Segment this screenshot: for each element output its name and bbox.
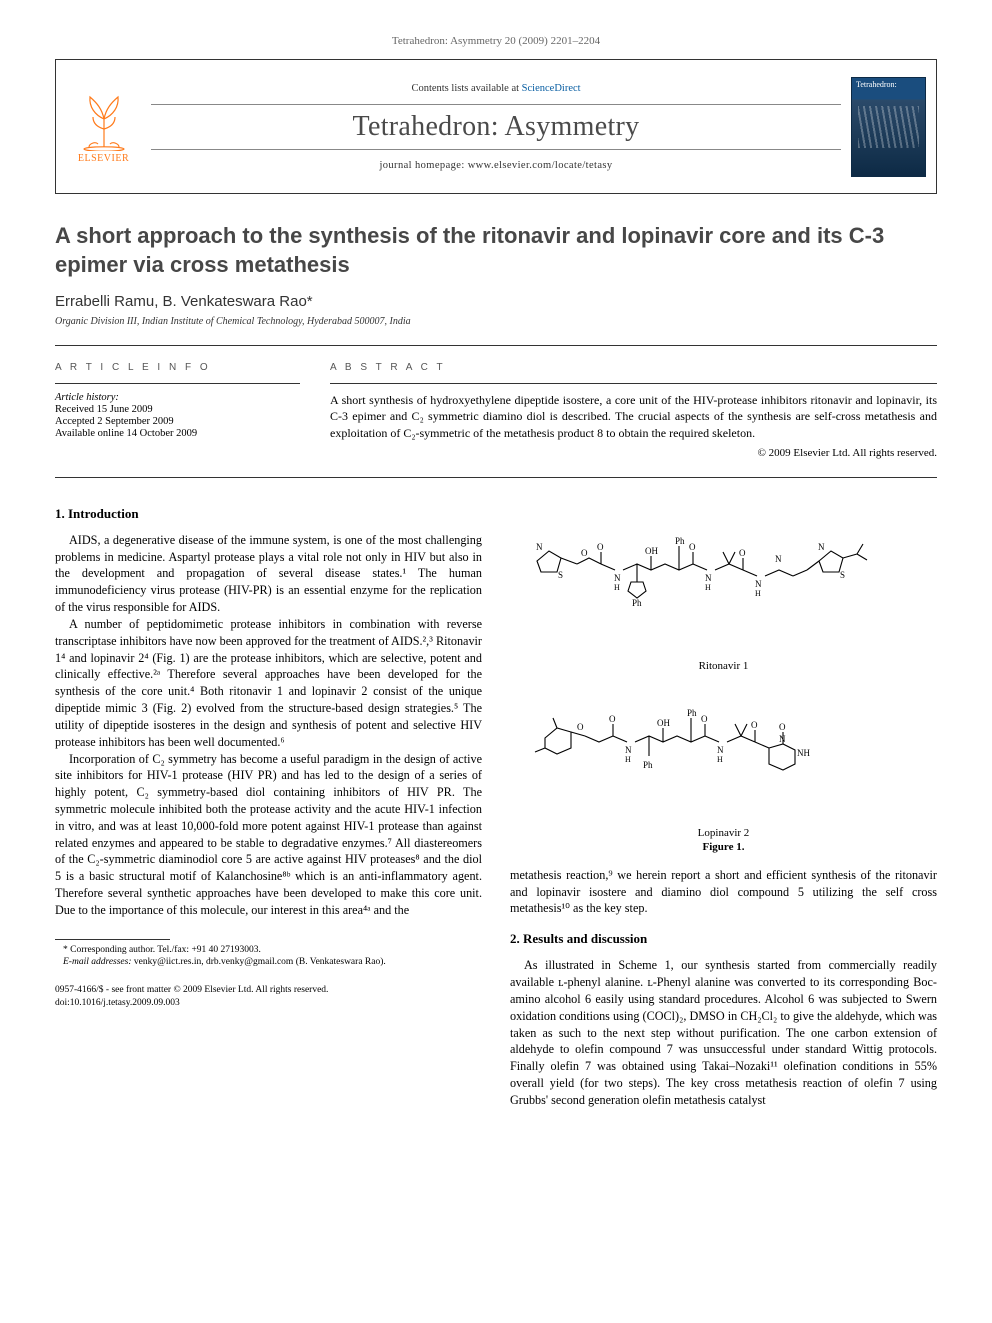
contents-link-line: Contents lists available at ScienceDirec… xyxy=(411,83,580,94)
abstract-label: A B S T R A C T xyxy=(330,362,937,373)
journal-name-divider xyxy=(151,104,841,105)
body-columns: 1. Introduction AIDS, a degenerative dis… xyxy=(55,506,937,1109)
intro-para-2: A number of peptidomimetic protease inhi… xyxy=(55,616,482,751)
ritonavir-structure: N S O O NH OH Ph Ph xyxy=(519,506,929,656)
journal-header-center: Contents lists available at ScienceDirec… xyxy=(151,60,841,193)
svg-text:Ph: Ph xyxy=(675,536,685,546)
journal-cover-block: Tetrahedron: xyxy=(841,60,936,193)
svg-text:N: N xyxy=(536,542,543,552)
article-title: A short approach to the synthesis of the… xyxy=(55,222,937,279)
svg-text:OH: OH xyxy=(657,718,670,728)
journal-cover-text: Tetrahedron: xyxy=(856,80,897,89)
right-column: N S O O NH OH Ph Ph xyxy=(510,506,937,1109)
footnote-email-text: venky@iict.res.in, drb.venky@gmail.com (… xyxy=(132,957,386,967)
header-citation: Tetrahedron: Asymmetry 20 (2009) 2201–22… xyxy=(55,35,937,47)
ritonavir-label: Ritonavir 1 xyxy=(510,660,937,672)
svg-text:O: O xyxy=(689,542,696,552)
svg-text:S: S xyxy=(840,570,845,580)
divider-bottom xyxy=(55,477,937,478)
article-info-column: A R T I C L E I N F O Article history: R… xyxy=(55,362,300,459)
svg-text:H: H xyxy=(705,583,711,592)
svg-text:Ph: Ph xyxy=(687,708,697,718)
svg-text:N: N xyxy=(705,573,712,583)
svg-text:O: O xyxy=(739,548,746,558)
svg-text:H: H xyxy=(614,583,620,592)
footer-line-1: 0957-4166/$ - see front matter © 2009 El… xyxy=(55,984,482,996)
svg-text:N: N xyxy=(775,554,782,564)
accepted-line: Accepted 2 September 2009 xyxy=(55,416,300,427)
footnote-corresponding: * Corresponding author. Tel./fax: +91 40… xyxy=(55,944,482,956)
svg-text:H: H xyxy=(717,755,723,764)
info-abstract-row: A R T I C L E I N F O Article history: R… xyxy=(55,346,937,477)
footnote-divider xyxy=(55,939,170,940)
journal-header-box: ELSEVIER Contents lists available at Sci… xyxy=(55,59,937,194)
svg-text:N: N xyxy=(818,542,825,552)
svg-text:Ph: Ph xyxy=(643,760,653,770)
abstract-text: A short synthesis of hydroxyethylene dip… xyxy=(330,392,937,441)
available-line: Available online 14 October 2009 xyxy=(55,428,300,439)
svg-text:O: O xyxy=(779,722,786,732)
figure-1-caption: Figure 1. xyxy=(510,841,937,853)
svg-text:Ph: Ph xyxy=(632,598,642,608)
intro-para-1: AIDS, a degenerative disease of the immu… xyxy=(55,532,482,616)
contents-prefix: Contents lists available at xyxy=(411,83,521,94)
journal-name-divider-2 xyxy=(151,149,841,150)
footnote-email-label: E-mail addresses: xyxy=(63,957,132,967)
footer-line-2: doi:10.1016/j.tetasy.2009.09.003 xyxy=(55,997,482,1009)
abstract-divider xyxy=(330,383,937,384)
sciencedirect-link[interactable]: ScienceDirect xyxy=(522,83,581,94)
corresponding-marker: * xyxy=(307,293,313,310)
footer-block: 0957-4166/$ - see front matter © 2009 El… xyxy=(55,984,482,1009)
results-heading: 2. Results and discussion xyxy=(510,931,937,947)
svg-text:N: N xyxy=(755,579,762,589)
lopinavir-label: Lopinavir 2 xyxy=(510,827,937,839)
figure-1-block: N S O O NH OH Ph Ph xyxy=(510,506,937,853)
svg-text:OH: OH xyxy=(645,546,658,556)
svg-text:N: N xyxy=(614,573,621,583)
article-info-label: A R T I C L E I N F O xyxy=(55,362,300,373)
svg-text:N: N xyxy=(625,745,632,755)
footnote-email: E-mail addresses: venky@iict.res.in, drb… xyxy=(55,956,482,968)
publisher-logo-block: ELSEVIER xyxy=(56,60,151,193)
svg-text:O: O xyxy=(577,722,584,732)
received-line: Received 15 June 2009 xyxy=(55,404,300,415)
left-column: 1. Introduction AIDS, a degenerative dis… xyxy=(55,506,482,1109)
affiliation: Organic Division III, Indian Institute o… xyxy=(55,316,937,327)
col2-bridge-para: metathesis reaction,⁹ we herein report a… xyxy=(510,867,937,917)
homepage-url[interactable]: www.elsevier.com/locate/tetasy xyxy=(468,160,613,171)
svg-text:NH: NH xyxy=(797,748,810,758)
svg-text:H: H xyxy=(625,755,631,764)
info-divider xyxy=(55,383,300,384)
svg-text:O: O xyxy=(609,714,616,724)
results-para-1: As illustrated in Scheme 1, our synthesi… xyxy=(510,957,937,1108)
elsevier-tree-icon xyxy=(75,89,133,151)
svg-text:O: O xyxy=(751,720,758,730)
svg-text:O: O xyxy=(597,542,604,552)
svg-text:S: S xyxy=(558,570,563,580)
svg-text:H: H xyxy=(755,589,761,598)
homepage-prefix: journal homepage: xyxy=(379,160,467,171)
article-history-label: Article history: xyxy=(55,392,300,403)
author-names: Errabelli Ramu, B. Venkateswara Rao xyxy=(55,293,307,310)
svg-text:O: O xyxy=(581,548,588,558)
journal-cover-thumb: Tetrahedron: xyxy=(851,77,926,177)
abstract-copyright: © 2009 Elsevier Ltd. All rights reserved… xyxy=(330,447,937,459)
intro-para-3: Incorporation of C₂ symmetry has become … xyxy=(55,751,482,919)
abstract-column: A B S T R A C T A short synthesis of hyd… xyxy=(330,362,937,459)
intro-heading: 1. Introduction xyxy=(55,506,482,522)
authors: Errabelli Ramu, B. Venkateswara Rao* xyxy=(55,293,937,310)
journal-homepage-line: journal homepage: www.elsevier.com/locat… xyxy=(379,160,612,171)
lopinavir-structure: O O NH OH Ph Ph O NH O N xyxy=(519,678,929,823)
svg-text:N: N xyxy=(717,745,724,755)
publisher-label: ELSEVIER xyxy=(78,153,129,164)
svg-text:O: O xyxy=(701,714,708,724)
journal-name: Tetrahedron: Asymmetry xyxy=(353,111,640,143)
